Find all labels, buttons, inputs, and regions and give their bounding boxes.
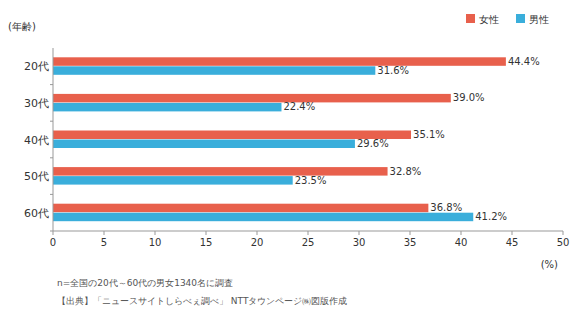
legend-swatch [466, 14, 475, 23]
x-tick-label: 5 [101, 237, 107, 248]
x-tick-label: 45 [506, 237, 519, 248]
bars [53, 57, 506, 221]
bar [53, 57, 506, 66]
data-label: 35.1% [413, 129, 445, 140]
bar [53, 204, 428, 213]
bar [53, 103, 281, 112]
data-label: 22.4% [283, 101, 315, 112]
data-label: 44.4% [508, 56, 540, 67]
x-tick-label: 50 [557, 237, 570, 248]
bar [53, 66, 375, 75]
x-tick-label: 10 [149, 237, 162, 248]
x-tick [512, 231, 513, 235]
data-label: 32.8% [390, 166, 422, 177]
chart-container: 44.4% 31.6% 39.0% 22.4% 35.1% 29.6% 32.8% 23.5%… [0, 0, 580, 331]
category-label: 60代 [24, 207, 49, 220]
category-label: 50代 [24, 170, 49, 183]
x-tick-label: 0 [50, 237, 56, 248]
data-label: 29.6% [357, 138, 389, 149]
x-tick [206, 231, 207, 235]
x-tick [53, 231, 54, 235]
category-label: 30代 [24, 97, 49, 110]
bar [53, 94, 451, 103]
x-tick-label: 15 [200, 237, 213, 248]
x-tick [563, 231, 564, 235]
x-tick [104, 231, 105, 235]
x-tick-label: 40 [455, 237, 468, 248]
x-tick-label: 35 [404, 237, 417, 248]
y-axis-label: (年齢) [8, 21, 36, 32]
legend: 女性 男性 [466, 14, 549, 25]
annotation: n=全国の20代～60代の男女1340名に調査 [57, 278, 233, 288]
x-tick [359, 231, 360, 235]
bar [53, 176, 293, 185]
data-label: 36.8% [430, 202, 462, 213]
x-tick-label: 30 [353, 237, 366, 248]
bar [53, 167, 388, 176]
data-label: 39.0% [453, 92, 485, 103]
legend-label: 女性 [479, 14, 499, 25]
x-tick-label: 20 [251, 237, 264, 248]
x-tick [308, 231, 309, 235]
legend-swatch [516, 14, 525, 23]
category-label: 40代 [24, 134, 49, 147]
y-axis [53, 48, 54, 231]
x-tick [155, 231, 156, 235]
data-label: 31.6% [377, 65, 409, 76]
annotation: 【出典】「ニュースサイトしらべぇ調べ」 NTTタウンページ㈱図版作成 [57, 296, 347, 306]
data-labels: 44.4% 31.6% 39.0% 22.4% 35.1% 29.6% 32.8% 23.5%… [283, 56, 539, 222]
data-label: 41.2% [475, 211, 507, 222]
x-axis-label: (%) [541, 259, 558, 270]
x-tick [410, 231, 411, 235]
x-tick [257, 231, 258, 235]
chart-svg: 44.4% 31.6% 39.0% 22.4% 35.1% 29.6% 32.8% 23.5%… [0, 0, 580, 331]
bar [53, 140, 355, 149]
legend-label: 男性 [529, 14, 549, 25]
x-tick-label: 25 [302, 237, 315, 248]
bar [53, 213, 473, 222]
category-label: 20代 [24, 60, 49, 73]
x-tick [461, 231, 462, 235]
data-label: 23.5% [295, 175, 327, 186]
